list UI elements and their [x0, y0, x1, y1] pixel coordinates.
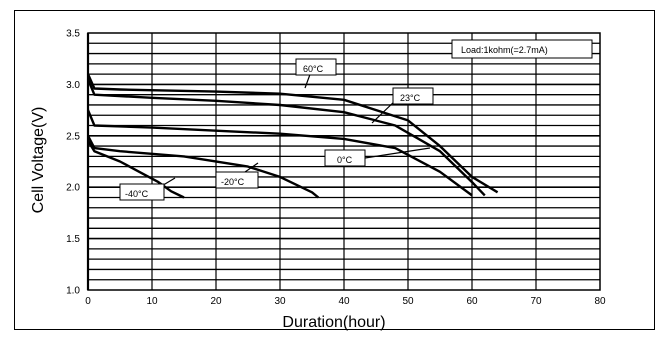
series-label: 60°C — [303, 64, 324, 74]
load-annotation-text: Load:1kohm(=2.7mA) — [461, 45, 548, 55]
series-annotations: 60°C 23°C 0°C -20°C -40°C — [119, 58, 434, 201]
x-tick-label: 20 — [210, 296, 222, 307]
y-axis-label: Cell Voltage(V) — [30, 107, 47, 214]
x-tick-label: 50 — [402, 296, 414, 307]
series-line — [86, 109, 473, 197]
x-tick-label: 70 — [530, 296, 542, 307]
series-label: -20°C — [221, 177, 245, 187]
series-line — [86, 73, 499, 194]
y-tick-label: 2.5 — [66, 131, 80, 142]
series-line — [86, 140, 185, 199]
y-tick-label: 1.5 — [66, 234, 80, 245]
series-callout-box — [295, 58, 337, 76]
series-callout-leader — [364, 147, 431, 159]
x-tick-label: 80 — [594, 296, 606, 307]
x-tick-label: 0 — [85, 296, 91, 307]
series-line — [86, 78, 486, 197]
series-callout-box — [324, 149, 366, 167]
series-line — [86, 135, 320, 199]
y-tick-label: 1.0 — [66, 286, 80, 297]
x-tick-label: 60 — [466, 296, 478, 307]
load-annotation: Load:1kohm(=2.7mA) — [451, 39, 593, 59]
x-tick-label: 30 — [274, 296, 286, 307]
grid — [86, 32, 601, 291]
y-tick-labels: 1.0 1.5 2.0 2.5 3.0 3.5 — [66, 29, 80, 297]
series-label: 23°C — [400, 93, 421, 103]
x-tick-label: 40 — [338, 296, 350, 307]
y-tick-label: 2.0 — [66, 183, 80, 194]
y-tick-label: 3.5 — [66, 29, 80, 40]
x-tick-labels: 0 10 20 30 40 50 60 70 80 — [85, 296, 606, 307]
series-callout-box — [215, 171, 259, 189]
series-callout-box — [392, 87, 434, 105]
x-axis-label: Duration(hour) — [282, 314, 385, 331]
y-tick-label: 3.0 — [66, 80, 80, 91]
series-lines — [86, 73, 499, 199]
series-label: -40°C — [125, 189, 149, 199]
series-callout-box — [119, 183, 165, 201]
load-annotation-box — [451, 39, 593, 59]
series-callout-leader — [244, 162, 259, 173]
x-tick-label: 10 — [146, 296, 158, 307]
series-label: 0°C — [337, 155, 353, 165]
